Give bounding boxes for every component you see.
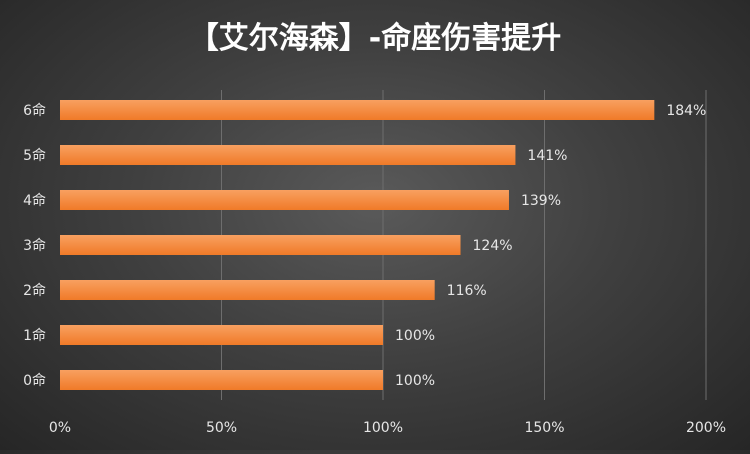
- category-label: 6命: [23, 102, 46, 119]
- bar: [60, 280, 435, 300]
- bar: [60, 145, 516, 165]
- value-label: 184%: [666, 103, 706, 119]
- value-label: 141%: [527, 148, 567, 164]
- category-label: 2命: [23, 282, 46, 299]
- bar: [60, 370, 383, 390]
- x-tick-label: 200%: [686, 420, 726, 436]
- category-label: 1命: [23, 327, 46, 344]
- bar: [60, 190, 509, 210]
- bars: [60, 100, 655, 390]
- x-tick-labels: 0% 50% 100% 150% 200%: [49, 420, 726, 436]
- bar: [60, 100, 655, 120]
- category-label: 0命: [23, 372, 46, 389]
- bar: [60, 325, 383, 345]
- bar: [60, 235, 461, 255]
- category-label: 5命: [23, 147, 46, 164]
- value-label: 100%: [395, 328, 435, 344]
- chart-title: 【艾尔海森】-命座伤害提升: [189, 21, 561, 56]
- x-tick-label: 100%: [363, 420, 403, 436]
- value-label: 139%: [521, 193, 561, 209]
- value-labels: 184% 141% 139% 124% 116% 100% 100%: [395, 103, 706, 389]
- value-label: 124%: [473, 238, 513, 254]
- x-tick-label: 0%: [49, 420, 71, 436]
- value-label: 100%: [395, 373, 435, 389]
- category-labels: 6命 5命 4命 3命 2命 1命 0命: [23, 102, 46, 389]
- category-label: 4命: [23, 192, 46, 209]
- value-label: 116%: [447, 283, 487, 299]
- category-label: 3命: [23, 237, 46, 254]
- x-tick-label: 50%: [206, 420, 237, 436]
- x-tick-label: 150%: [524, 420, 564, 436]
